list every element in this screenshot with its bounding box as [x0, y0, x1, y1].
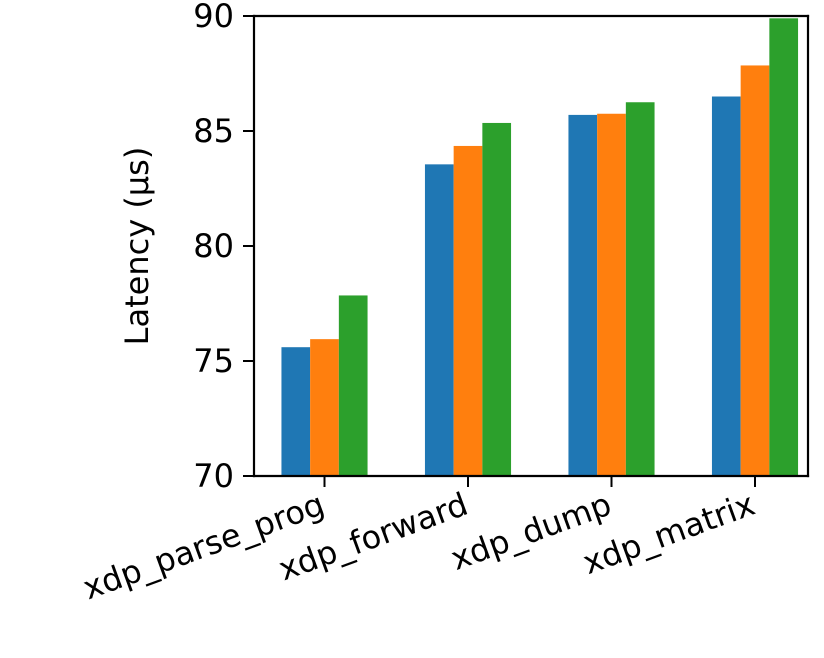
y-tick-label-90: 90 — [193, 0, 234, 35]
bars-layer — [281, 18, 799, 477]
y-tick-label-85: 85 — [193, 112, 234, 150]
bar-xdp-matrix-series-1 — [711, 96, 741, 476]
y-tick-label-80: 80 — [193, 227, 234, 265]
bar-xdp-parse-prog-series-1 — [281, 347, 311, 476]
axes — [243, 14, 810, 487]
bar-xdp-forward-series-2 — [453, 145, 483, 476]
tick-labels: 7075808590xdp_parse_progxdp_forwardxdp_d… — [78, 0, 760, 607]
bar-xdp-dump-series-1 — [568, 114, 598, 477]
y-tick-label-70: 70 — [193, 457, 234, 495]
bar-xdp-parse-prog-series-2 — [310, 339, 339, 476]
y-tick-label-75: 75 — [193, 342, 234, 380]
bar-xdp-forward-series-3 — [482, 122, 512, 476]
bar-xdp-matrix-series-2 — [740, 65, 770, 476]
y-axis-label: Latency (μs) — [118, 147, 156, 346]
bar-xdp-parse-prog-series-3 — [338, 295, 368, 476]
bar-xdp-forward-series-1 — [424, 164, 454, 476]
bar-xdp-dump-series-2 — [597, 113, 626, 476]
bar-xdp-dump-series-3 — [625, 102, 655, 476]
bar-xdp-matrix-series-3 — [769, 18, 799, 477]
